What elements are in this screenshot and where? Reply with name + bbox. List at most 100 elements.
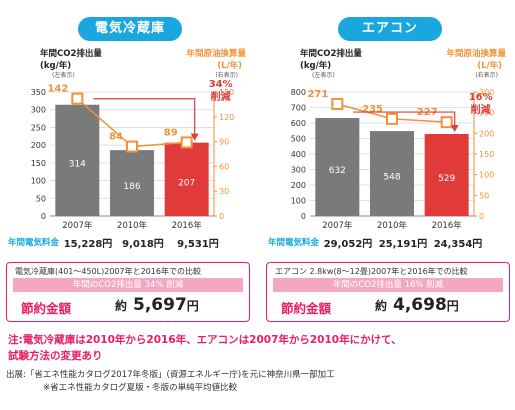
reduction-word: 削減 — [211, 90, 231, 103]
bar — [110, 150, 154, 216]
savings-label: 節約金額 — [281, 301, 332, 316]
category-label: 2010年 — [117, 220, 148, 231]
reduction-pct: 34% — [209, 79, 233, 90]
fee-row: 年間電気料金 29,052円 25,191円 24,354円 — [262, 233, 514, 250]
category-label: 2016年 — [432, 220, 463, 231]
right-tick-label: 60 — [219, 162, 229, 171]
left-tick-label: 500 — [291, 135, 306, 144]
right-tick-label: 100 — [479, 171, 494, 180]
left-tick-label: 700 — [291, 104, 306, 113]
left-tick-label: 800 — [291, 88, 306, 97]
left-tick-label: 0 — [41, 212, 46, 221]
reduction-pct: 16% — [469, 92, 493, 103]
line-marker — [331, 97, 344, 110]
fee-row: 年間電気料金 15,228円 9,018円 9,531円 — [2, 233, 254, 250]
savings-unit: 円 — [186, 299, 199, 313]
comparison-text: エアコン 2.8kw(8〜12畳)2007年と2016年での比較 — [275, 267, 468, 276]
fee-2010: 9,018円 — [122, 239, 164, 250]
line-value-label: 271 — [307, 89, 328, 100]
savings-prefix: 約 — [375, 299, 388, 313]
line-marker — [386, 112, 398, 125]
comparison-box: 電気冷蔵庫(401〜450L)2007年と2016年での比較 年間のCO2排出量… — [6, 262, 250, 322]
left-axis-unit: (kg/年) — [40, 60, 71, 71]
fee-2007: 29,052円 — [323, 239, 373, 250]
right-tick-label: 250 — [479, 109, 494, 118]
note-line-2: 試験方法の変更あり — [8, 350, 103, 362]
left-tick-label: 300 — [291, 166, 306, 175]
panel-ac: エアコン 年間CO2排出量 (kg/年) (左表示) 年間原油換算量 (L/年) (右表示… — [262, 0, 514, 324]
left-tick-label: 200 — [291, 181, 306, 190]
savings-value: 5,697 — [133, 295, 187, 315]
bar — [424, 134, 469, 216]
line-value-label: 142 — [47, 84, 68, 95]
bar-value-label: 314 — [69, 159, 86, 169]
left-tick-label: 100 — [291, 197, 306, 206]
line-marker — [180, 136, 193, 149]
note-line-1: 注:電気冷蔵庫は2010年から2016年、エアコンは2007年から2010年にか… — [8, 334, 402, 346]
right-tick-label: 0 — [479, 212, 484, 221]
right-tick-label: 30 — [219, 187, 229, 196]
left-axis-title: 年間CO2排出量 — [300, 48, 362, 59]
chart-ac: 年間CO2排出量(kg/年)(左表示) 年間原油換算量(L/年)(右表示) 0 100… — [291, 48, 507, 231]
savings-amount: 約 4,698円 — [375, 295, 459, 315]
left-axis-title: 年間CO2排出量 — [40, 48, 102, 59]
line-marker — [440, 116, 453, 129]
reduction-connector — [93, 98, 196, 137]
savings-prefix: 約 — [115, 299, 128, 313]
line-value-label: 227 — [417, 107, 438, 118]
right-tick-label: 90 — [219, 138, 229, 147]
source: 出展:「省エネ性能カタログ2017年冬版」(資源エネルギー庁)を元に神奈川県一部… — [6, 369, 335, 395]
line-value-label: 84 — [109, 132, 123, 143]
bar — [55, 104, 100, 216]
right-axis-note: (右表示) — [215, 71, 238, 79]
fee-2007: 15,228円 — [63, 239, 113, 250]
reduction-arrowhead — [190, 133, 199, 141]
bar-value-label: 529 — [438, 174, 455, 184]
note: 注:電気冷蔵庫は2010年から2016年、エアコンは2007年から2010年にか… — [8, 332, 498, 364]
category-label: 2016年 — [172, 220, 203, 231]
fee-2016: 9,531円 — [177, 239, 219, 250]
bar-value-label: 207 — [178, 178, 195, 188]
right-axis-unit: (L/年) — [217, 60, 242, 71]
panel-title: エアコン — [338, 17, 442, 41]
left-axis-unit: (kg/年) — [300, 60, 331, 71]
left-tick-label: 300 — [31, 106, 46, 115]
co2-reduction-band: 年間のCO2排出量 16% 削減 — [273, 278, 503, 292]
savings-unit: 円 — [446, 299, 459, 313]
right-tick-label: 300 — [479, 88, 494, 97]
fee-2010: 25,191円 — [378, 239, 428, 250]
right-axis-title: 年間原油換算量 — [186, 48, 246, 59]
left-tick-label: 150 — [31, 159, 46, 168]
chart-fridge: 年間CO2排出量(kg/年)(左表示) 年間原油換算量(L/年)(右表示) 0 50 1… — [31, 48, 247, 231]
comparison-text: 電気冷蔵庫(401〜450L)2007年と2016年での比較 — [15, 267, 201, 276]
right-tick-label: 50 — [479, 191, 489, 200]
source-line-2: ※省エネ性能カタログ夏版・冬版の単純平均値比較 — [43, 383, 238, 393]
left-tick-label: 200 — [31, 141, 46, 150]
right-tick-label: 200 — [479, 129, 494, 138]
savings-amount: 約 5,697円 — [115, 295, 199, 315]
right-tick-label: 150 — [479, 150, 494, 159]
left-tick-label: 600 — [291, 119, 306, 128]
fee-label: 年間電気料金 — [268, 238, 320, 248]
left-tick-label: 400 — [291, 150, 306, 159]
category-label: 2007年 — [62, 220, 93, 231]
line-marker — [71, 92, 84, 105]
bar — [164, 142, 209, 216]
right-tick-label: 120 — [219, 113, 234, 122]
panel-title: 電気冷蔵庫 — [78, 17, 182, 41]
comparison-box: エアコン 2.8kw(8〜12畳)2007年と2016年での比較 年間のCO2排… — [266, 262, 510, 322]
line-value-label: 89 — [164, 127, 178, 138]
reduction-word: 削減 — [471, 103, 491, 116]
fee-2016: 24,354円 — [433, 239, 483, 250]
bar-value-label: 186 — [123, 182, 140, 192]
bar — [370, 131, 414, 216]
bar-value-label: 548 — [383, 173, 400, 183]
line-marker — [126, 140, 138, 153]
category-label: 2007年 — [322, 220, 353, 231]
left-axis-note: (左表示) — [312, 71, 335, 79]
savings-label: 節約金額 — [21, 301, 72, 316]
left-tick-label: 100 — [31, 177, 46, 186]
reduction-arrowhead — [450, 125, 459, 133]
right-tick-label: 0 — [219, 212, 224, 221]
left-tick-label: 50 — [36, 194, 46, 203]
